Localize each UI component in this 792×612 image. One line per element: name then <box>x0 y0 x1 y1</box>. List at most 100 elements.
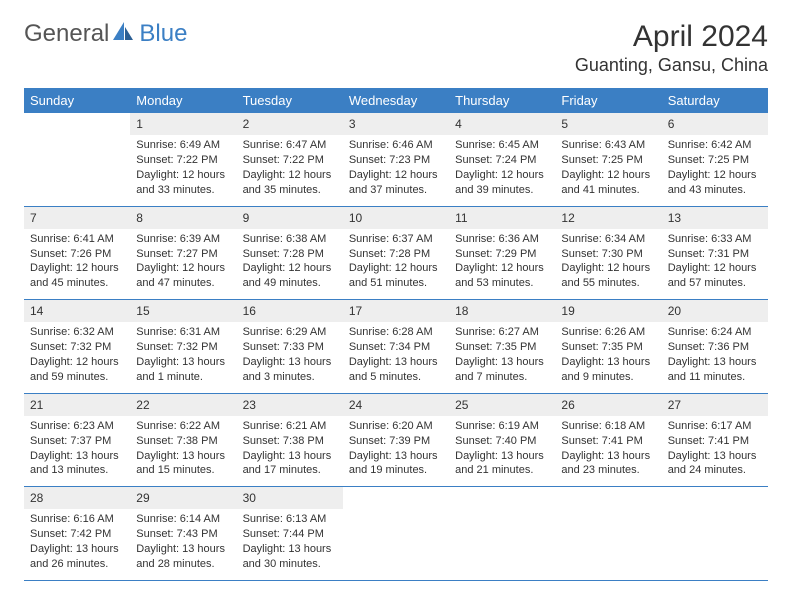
cell-body: Sunrise: 6:22 AMSunset: 7:38 PMDaylight:… <box>130 416 236 486</box>
daylight-line2: and 51 minutes. <box>349 276 443 291</box>
daylight-line2: and 17 minutes. <box>243 463 337 478</box>
sunset-text: Sunset: 7:22 PM <box>243 153 337 168</box>
daylight-line1: Daylight: 13 hours <box>561 355 655 370</box>
daylight-line1: Daylight: 13 hours <box>136 355 230 370</box>
daylight-line2: and 30 minutes. <box>243 557 337 572</box>
sunrise-text: Sunrise: 6:17 AM <box>668 419 762 434</box>
daylight-line2: and 11 minutes. <box>668 370 762 385</box>
calendar-cell <box>24 113 130 206</box>
cell-body <box>343 509 449 573</box>
sunrise-text: Sunrise: 6:27 AM <box>455 325 549 340</box>
sunrise-text: Sunrise: 6:42 AM <box>668 138 762 153</box>
daylight-line2: and 13 minutes. <box>30 463 124 478</box>
day-number: 10 <box>343 207 449 229</box>
daylight-line1: Daylight: 12 hours <box>30 355 124 370</box>
sunset-text: Sunset: 7:32 PM <box>30 340 124 355</box>
sunrise-text: Sunrise: 6:18 AM <box>561 419 655 434</box>
sunset-text: Sunset: 7:31 PM <box>668 247 762 262</box>
dayhead-thu: Thursday <box>449 88 555 113</box>
calendar-cell: 13 Sunrise: 6:33 AMSunset: 7:31 PMDayligh… <box>662 206 768 300</box>
daylight-line2: and 1 minute. <box>136 370 230 385</box>
daylight-line2: and 35 minutes. <box>243 183 337 198</box>
dayhead-sun: Sunday <box>24 88 130 113</box>
calendar-cell: 27Sunrise: 6:17 AMSunset: 7:41 PMDayligh… <box>662 393 768 487</box>
cell-body: Sunrise: 6:42 AMSunset: 7:25 PMDaylight:… <box>662 135 768 205</box>
cell-body: Sunrise: 6:16 AMSunset: 7:42 PMDaylight:… <box>24 509 130 579</box>
sunset-text: Sunset: 7:22 PM <box>136 153 230 168</box>
daylight-line1: Daylight: 12 hours <box>561 168 655 183</box>
sunset-text: Sunset: 7:23 PM <box>349 153 443 168</box>
sunset-text: Sunset: 7:36 PM <box>668 340 762 355</box>
sunrise-text: Sunrise: 6:46 AM <box>349 138 443 153</box>
sunrise-text: Sunrise: 6:39 AM <box>136 232 230 247</box>
sunset-text: Sunset: 7:32 PM <box>136 340 230 355</box>
cell-body: Sunrise: 6:26 AMSunset: 7:35 PMDaylight:… <box>555 322 661 392</box>
cell-body: Sunrise: 6:21 AMSunset: 7:38 PMDaylight:… <box>237 416 343 486</box>
day-number: 26 <box>555 394 661 416</box>
day-number: 7 <box>24 207 130 229</box>
calendar-cell: 19Sunrise: 6:26 AMSunset: 7:35 PMDayligh… <box>555 300 661 394</box>
daylight-line2: and 43 minutes. <box>668 183 762 198</box>
calendar-cell: 8Sunrise: 6:39 AMSunset: 7:27 PMDaylight… <box>130 206 236 300</box>
daylight-line1: Daylight: 12 hours <box>243 261 337 276</box>
sunrise-text: Sunrise: 6:33 AM <box>668 232 762 247</box>
daylight-line1: Daylight: 13 hours <box>561 449 655 464</box>
daylight-line1: Daylight: 12 hours <box>455 168 549 183</box>
daylight-line1: Daylight: 13 hours <box>668 355 762 370</box>
daylight-line1: Daylight: 12 hours <box>349 261 443 276</box>
daylight-line1: Daylight: 12 hours <box>136 168 230 183</box>
day-number: 30 <box>237 487 343 509</box>
daylight-line1: Daylight: 13 hours <box>455 449 549 464</box>
dayhead-mon: Monday <box>130 88 236 113</box>
sunset-text: Sunset: 7:38 PM <box>136 434 230 449</box>
day-number: 20 <box>662 300 768 322</box>
cell-body: Sunrise: 6:37 AMSunset: 7:28 PMDaylight:… <box>343 229 449 299</box>
daylight-line1: Daylight: 12 hours <box>668 168 762 183</box>
sunrise-text: Sunrise: 6:22 AM <box>136 419 230 434</box>
header: General Blue April 2024 Guanting, Gansu,… <box>24 20 768 76</box>
logo-text-blue: Blue <box>139 20 187 48</box>
calendar-cell: 24Sunrise: 6:20 AMSunset: 7:39 PMDayligh… <box>343 393 449 487</box>
day-number: 25 <box>449 394 555 416</box>
sunset-text: Sunset: 7:43 PM <box>136 527 230 542</box>
day-number: 22 <box>130 394 236 416</box>
day-number: 19 <box>555 300 661 322</box>
sunrise-text: Sunrise: 6:28 AM <box>349 325 443 340</box>
sunset-text: Sunset: 7:25 PM <box>561 153 655 168</box>
daylight-line1: Daylight: 12 hours <box>668 261 762 276</box>
calendar-cell: 2Sunrise: 6:47 AMSunset: 7:22 PMDaylight… <box>237 113 343 206</box>
daylight-line1: Daylight: 12 hours <box>455 261 549 276</box>
day-number: 13 <box>662 207 768 229</box>
calendar-cell: 11Sunrise: 6:36 AMSunset: 7:29 PMDayligh… <box>449 206 555 300</box>
daylight-line1: Daylight: 13 hours <box>668 449 762 464</box>
cell-body: Sunrise: 6:19 AMSunset: 7:40 PMDaylight:… <box>449 416 555 486</box>
sunset-text: Sunset: 7:41 PM <box>668 434 762 449</box>
daylight-line2: and 33 minutes. <box>136 183 230 198</box>
calendar-cell: 12Sunrise: 6:34 AMSunset: 7:30 PMDayligh… <box>555 206 661 300</box>
cell-body: Sunrise: 6:27 AMSunset: 7:35 PMDaylight:… <box>449 322 555 392</box>
daylight-line2: and 7 minutes. <box>455 370 549 385</box>
sunrise-text: Sunrise: 6:47 AM <box>243 138 337 153</box>
daylight-line1: Daylight: 13 hours <box>455 355 549 370</box>
calendar-cell <box>662 487 768 581</box>
daylight-line1: Daylight: 12 hours <box>561 261 655 276</box>
cell-body: Sunrise: 6:34 AMSunset: 7:30 PMDaylight:… <box>555 229 661 299</box>
day-number: 21 <box>24 394 130 416</box>
calendar-cell: 4Sunrise: 6:45 AMSunset: 7:24 PMDaylight… <box>449 113 555 206</box>
sunrise-text: Sunrise: 6:20 AM <box>349 419 443 434</box>
calendar-table: Sunday Monday Tuesday Wednesday Thursday… <box>24 88 768 581</box>
daylight-line2: and 41 minutes. <box>561 183 655 198</box>
cell-body: Sunrise: 6:32 AMSunset: 7:32 PMDaylight:… <box>24 322 130 392</box>
day-number: 18 <box>449 300 555 322</box>
sunset-text: Sunset: 7:44 PM <box>243 527 337 542</box>
day-number: 2 <box>237 113 343 135</box>
sunset-text: Sunset: 7:38 PM <box>243 434 337 449</box>
cell-body: Sunrise: 6:23 AMSunset: 7:37 PMDaylight:… <box>24 416 130 486</box>
calendar-cell: 23Sunrise: 6:21 AMSunset: 7:38 PMDayligh… <box>237 393 343 487</box>
calendar-cell: 17Sunrise: 6:28 AMSunset: 7:34 PMDayligh… <box>343 300 449 394</box>
daylight-line2: and 39 minutes. <box>455 183 549 198</box>
daylight-line2: and 37 minutes. <box>349 183 443 198</box>
sunrise-text: Sunrise: 6:29 AM <box>243 325 337 340</box>
daylight-line1: Daylight: 13 hours <box>136 449 230 464</box>
calendar-cell: 15Sunrise: 6:31 AMSunset: 7:32 PMDayligh… <box>130 300 236 394</box>
